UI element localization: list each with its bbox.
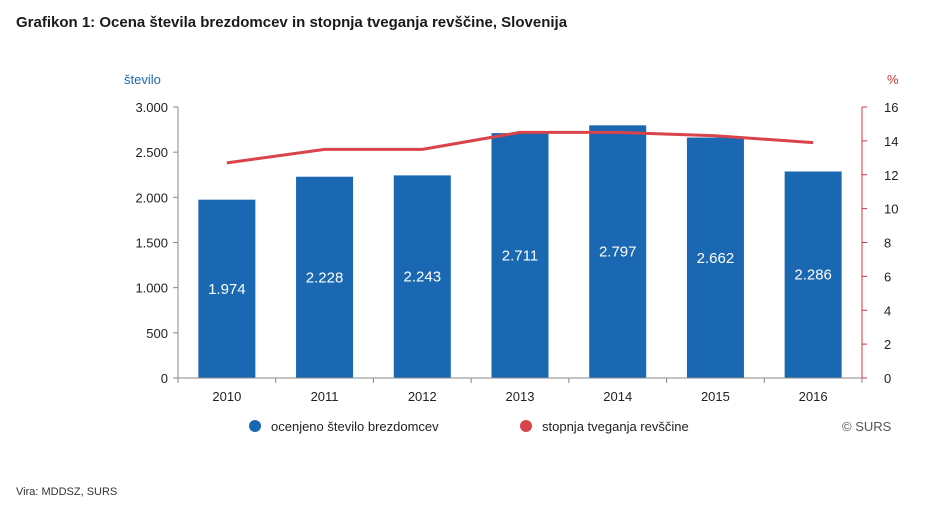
right-tick-label: 2 (884, 337, 891, 352)
right-tick-label: 4 (884, 303, 891, 318)
left-tick-label: 2.000 (135, 190, 168, 205)
right-tick-label: 8 (884, 236, 891, 251)
bar-value-label: 2.286 (794, 267, 832, 284)
right-tick-label: 16 (884, 100, 898, 115)
x-tick-label: 2015 (701, 389, 730, 404)
x-tick-label: 2012 (408, 389, 437, 404)
bar (589, 125, 647, 378)
x-tick-label: 2010 (212, 389, 241, 404)
right-tick-label: 12 (884, 168, 898, 183)
x-tick-label: 2014 (603, 389, 632, 404)
left-axis: 0 500 1.000 1.500 2.000 2.500 3.000 (135, 100, 179, 386)
left-tick-label: 500 (146, 326, 168, 341)
bar-value-label: 1.974 (208, 281, 246, 298)
bar (686, 137, 744, 378)
left-tick-label: 1.500 (135, 236, 168, 251)
right-axis: 0 2 4 6 8 10 12 14 16 (861, 100, 898, 386)
legend: ocenjeno število brezdomcev stopnja tveg… (249, 419, 689, 434)
left-tick-label: 0 (161, 371, 168, 386)
right-tick-label: 6 (884, 269, 891, 284)
left-axis-title: število (124, 72, 161, 87)
bar-value-label: 2.228 (306, 269, 344, 286)
legend-line-label: stopnja tveganja revščine (542, 419, 689, 434)
bar (198, 199, 256, 378)
left-tick-label: 3.000 (135, 100, 168, 115)
x-tick-label: 2013 (506, 389, 535, 404)
bar (393, 175, 451, 378)
bar (784, 171, 842, 378)
bar (491, 133, 549, 378)
copyright-label: © SURS (842, 419, 892, 434)
x-axis: 2010 2011 2012 2013 2014 2015 2016 (177, 377, 863, 404)
left-tick-label: 1.000 (135, 281, 168, 296)
right-tick-label: 10 (884, 202, 898, 217)
legend-bar-label: ocenjeno število brezdomcev (271, 419, 439, 434)
bar-value-label: 2.711 (502, 248, 538, 265)
line-path (226, 130, 814, 165)
right-axis-title: % (887, 72, 899, 87)
bar-value-label: 2.243 (404, 269, 442, 286)
legend-line-marker (520, 420, 532, 432)
x-tick-label: 2011 (311, 389, 339, 404)
right-tick-label: 14 (884, 134, 898, 149)
x-tick-label: 2016 (799, 389, 828, 404)
bar-value-label: 2.662 (697, 250, 735, 267)
legend-bar-marker (249, 420, 261, 432)
bar-value-label: 2.797 (599, 244, 637, 261)
bar-series: 1.974 2.228 2.243 2.711 2.797 2.662 2.286 (198, 125, 842, 378)
left-tick-label: 2.500 (135, 145, 168, 160)
line-series (226, 130, 814, 165)
chart-title: Grafikon 1: Ocena števila brezdomcev in … (16, 14, 568, 31)
source-note: Vira: MDDSZ, SURS (16, 486, 118, 498)
bar (296, 176, 354, 378)
right-tick-label: 0 (884, 371, 891, 386)
